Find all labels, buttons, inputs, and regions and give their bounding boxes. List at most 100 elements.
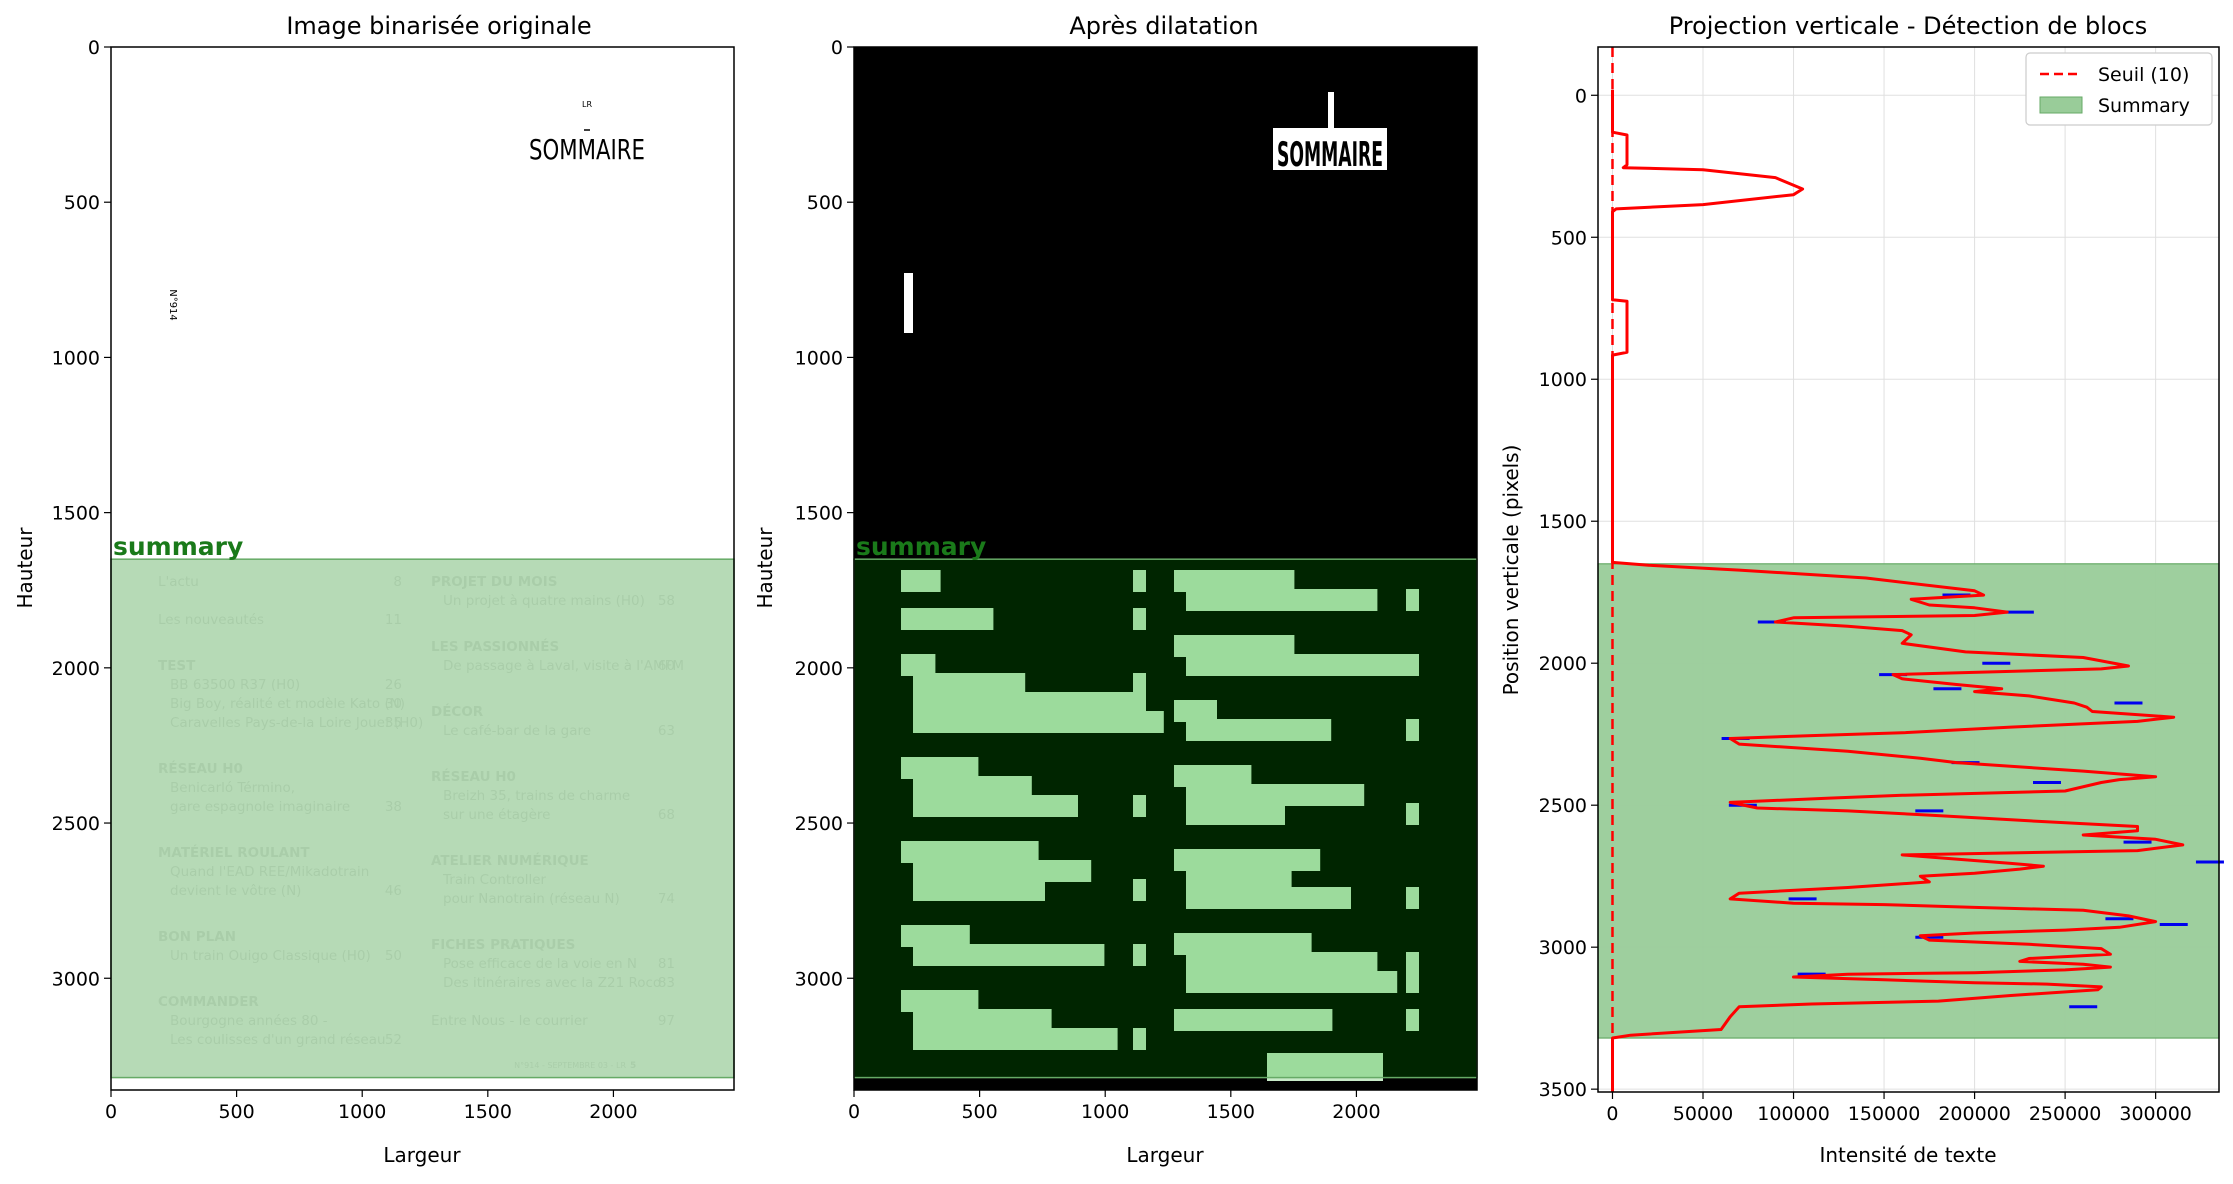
panel3-ticks: 0 50000 100000 150000 200000 250000 300000 0 500… xyxy=(1539,85,2192,1125)
panel2-ylabel: Hauteur xyxy=(753,527,777,609)
dilated-blobs: SOMMAIRE xyxy=(901,92,1419,1081)
y-tick-label: 0 xyxy=(831,37,843,59)
dilated-blob xyxy=(913,776,1032,798)
y-tick-label: 500 xyxy=(1551,227,1587,249)
dilated-blob xyxy=(1174,570,1295,592)
legend-summary-label: Summary xyxy=(2098,95,2190,117)
y-tick-label: 2500 xyxy=(795,813,843,835)
dilated-blob xyxy=(1133,879,1146,901)
summary-label: summary xyxy=(113,532,243,561)
dilated-blob xyxy=(1186,654,1417,676)
dilated-blob xyxy=(1174,700,1217,722)
y-tick-label: 2000 xyxy=(52,658,100,680)
x-tick-label: 100000 xyxy=(1757,1103,1830,1125)
dilated-blob xyxy=(1186,887,1351,909)
panel1-ylabel: Hauteur xyxy=(13,527,37,609)
dilated-blob xyxy=(901,757,979,779)
dilated-blob xyxy=(901,570,941,592)
panel3-ylabel: Position verticale (pixels) xyxy=(1499,445,1523,696)
dilated-blob xyxy=(1174,933,1312,955)
panel2-image-background xyxy=(854,47,1477,1090)
panel3-title: Projection verticale - Détection de bloc… xyxy=(1669,12,2148,40)
y-tick-label: 2000 xyxy=(795,658,843,680)
y-tick-label: 2000 xyxy=(1539,653,1587,675)
legend-summary-swatch xyxy=(2039,96,2083,114)
y-tick-label: 2500 xyxy=(52,813,100,835)
dilated-blob xyxy=(913,795,1078,817)
legend: Seuil (10) Summary xyxy=(2025,52,2213,126)
dilated-blob xyxy=(1406,719,1419,741)
x-tick-label: 200000 xyxy=(1938,1103,2011,1125)
dilated-blob xyxy=(1133,1028,1146,1050)
dilated-header-text: SOMMAIRE xyxy=(1277,135,1383,175)
y-tick-label: 500 xyxy=(64,192,100,214)
dilated-blob xyxy=(901,841,1039,863)
panel3-frame xyxy=(1597,46,2220,1093)
y-tick-label: 0 xyxy=(1575,85,1587,107)
dilated-blob xyxy=(913,944,1105,966)
dilated-blob xyxy=(1174,765,1252,787)
x-tick-label: 250000 xyxy=(2029,1103,2102,1125)
panel-projection: Projection verticale - Détection de bloc… xyxy=(1499,12,2224,1167)
y-tick-label: 1000 xyxy=(52,347,100,369)
dilated-blob xyxy=(913,1028,1118,1050)
y-tick-label: 1500 xyxy=(52,503,100,525)
y-tick-label: 1000 xyxy=(1539,369,1587,391)
y-tick-label: 0 xyxy=(88,37,100,59)
x-tick-label: 500 xyxy=(218,1101,254,1123)
dilated-blob xyxy=(913,692,1144,714)
x-tick-label: 1000 xyxy=(1081,1101,1129,1123)
y-tick-label: 3000 xyxy=(795,968,843,990)
panel1-ticks: 0 500 1000 1500 2000 0 500 1000 1500 2000 2500 3000 xyxy=(52,37,638,1123)
dilated-blob xyxy=(1186,971,1398,993)
x-tick-label: 2000 xyxy=(1332,1101,1380,1123)
y-tick-label: 1500 xyxy=(1539,511,1587,533)
summary-region-dilated xyxy=(853,558,1478,1079)
y-tick-label: 3500 xyxy=(1539,1079,1587,1101)
dilated-blob xyxy=(1133,795,1146,817)
x-tick-label: 50000 xyxy=(1673,1103,1733,1125)
dilated-blob xyxy=(1133,673,1146,695)
dilated-blob xyxy=(1186,719,1332,741)
y-tick-label: 500 xyxy=(807,192,843,214)
dilated-blob xyxy=(1174,635,1295,657)
header-small: LR xyxy=(582,100,592,109)
y-tick-label: 3000 xyxy=(1539,937,1587,959)
dilated-blob xyxy=(1406,1009,1419,1031)
dilated-blob xyxy=(1133,944,1146,966)
panel2-ticks: 0 500 1000 1500 2000 0 500 1000 1500 2000 2500 3000 xyxy=(795,37,1381,1123)
panel1-frame xyxy=(110,46,735,1091)
dilated-blob xyxy=(1186,952,1378,974)
y-tick-label: 1000 xyxy=(795,347,843,369)
dilated-blob xyxy=(1186,589,1378,611)
x-tick-label: 300000 xyxy=(2119,1103,2192,1125)
x-tick-label: 2000 xyxy=(589,1101,637,1123)
dilated-blob xyxy=(913,879,1045,901)
dilated-blob xyxy=(913,860,1092,882)
dilated-blob xyxy=(1174,1009,1333,1031)
dilated-blob xyxy=(1406,887,1419,909)
panel3-xlabel: Intensité de texte xyxy=(1819,1143,1996,1167)
panel2-xlabel: Largeur xyxy=(1126,1143,1204,1167)
panel2-title: Après dilatation xyxy=(1069,12,1258,40)
x-tick-label: 0 xyxy=(1606,1103,1618,1125)
dilated-blob xyxy=(1328,92,1334,130)
dilated-blob xyxy=(1406,589,1419,611)
dilated-blob xyxy=(913,1009,1052,1031)
dilated-blob xyxy=(901,654,936,676)
panel-dilated: Après dilatation SOMMAIRE summary 0 500 10… xyxy=(753,12,1478,1167)
dilated-blob xyxy=(1406,971,1419,993)
x-tick-label: 500 xyxy=(961,1101,997,1123)
dilated-blob xyxy=(1186,803,1285,825)
dilated-blob xyxy=(901,608,994,630)
dilated-blob xyxy=(1133,608,1146,630)
dilated-blob xyxy=(1133,570,1146,592)
summary-region xyxy=(110,558,735,1079)
y-tick-label: 3000 xyxy=(52,968,100,990)
x-tick-label: 0 xyxy=(105,1101,117,1123)
x-tick-label: 1500 xyxy=(464,1101,512,1123)
dilated-blob xyxy=(1133,692,1146,714)
x-tick-label: 1500 xyxy=(1207,1101,1255,1123)
y-tick-label: 2500 xyxy=(1539,795,1587,817)
